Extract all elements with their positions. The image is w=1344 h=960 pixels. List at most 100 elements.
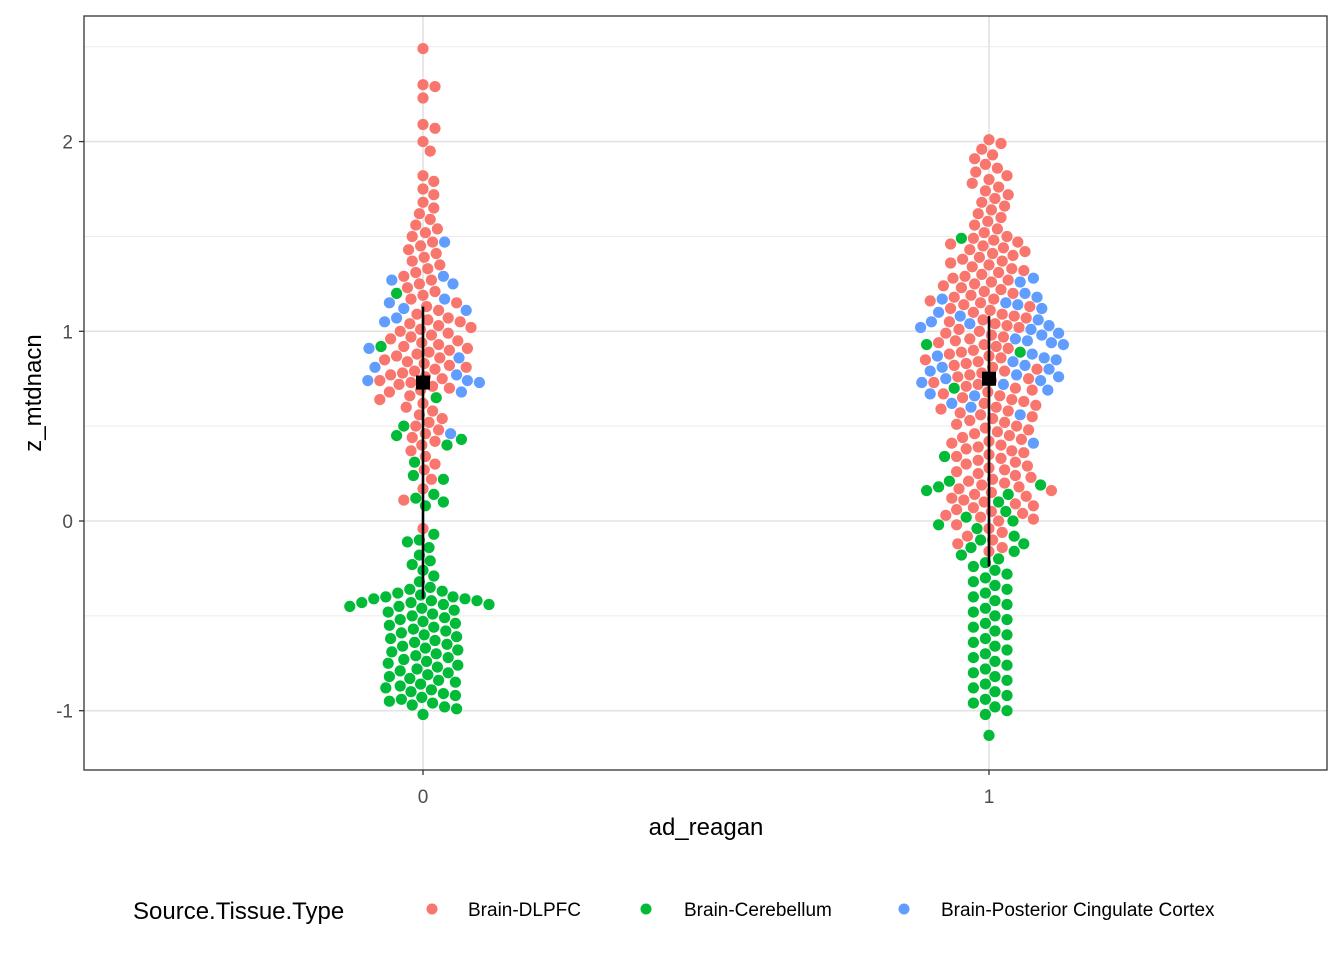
data-point-brain-dlpfc <box>985 505 998 518</box>
data-point-brain-dlpfc <box>428 202 440 214</box>
data-point-brain-dlpfc <box>995 452 1007 464</box>
data-point-brain-dlpfc <box>988 234 1000 246</box>
data-point-brain-cerebellum <box>1001 674 1013 686</box>
data-point-brain-dlpfc <box>410 266 422 279</box>
data-points <box>344 43 1069 742</box>
data-point-brain-dlpfc <box>442 312 454 324</box>
data-point-brain-posterior-cingulate-cortex <box>954 310 966 322</box>
data-point-brain-cerebellum <box>933 519 945 531</box>
data-point-brain-dlpfc <box>1018 447 1030 459</box>
data-point-brain-dlpfc <box>977 240 989 252</box>
data-point-brain-dlpfc <box>1002 189 1014 201</box>
data-point-brain-dlpfc <box>411 308 423 320</box>
legend-key-cerebellum <box>640 903 652 915</box>
data-point-brain-dlpfc <box>427 405 439 417</box>
data-point-brain-dlpfc <box>924 295 936 307</box>
data-point-brain-dlpfc <box>975 511 987 523</box>
data-point-brain-dlpfc <box>940 509 952 521</box>
data-point-brain-dlpfc <box>985 204 998 216</box>
data-point-brain-posterior-cingulate-cortex <box>1026 348 1038 360</box>
data-point-brain-cerebellum <box>989 579 1001 592</box>
data-point-brain-cerebellum <box>983 729 995 742</box>
data-point-brain-posterior-cingulate-cortex <box>1025 323 1037 335</box>
data-point-brain-dlpfc <box>996 542 1008 554</box>
data-point-brain-cerebellum <box>967 667 980 679</box>
data-point-brain-dlpfc <box>953 323 965 335</box>
data-point-brain-dlpfc <box>1002 274 1014 286</box>
data-point-brain-posterior-cingulate-cortex <box>1050 354 1062 366</box>
legend-key-pcc <box>898 903 910 915</box>
data-point-brain-cerebellum <box>1001 583 1013 595</box>
data-point-brain-dlpfc <box>398 340 410 353</box>
data-point-brain-dlpfc <box>1001 320 1013 332</box>
legend: Source.Tissue.Type Brain-DLPFC Brain-Cer… <box>133 898 1215 925</box>
data-point-brain-dlpfc <box>975 409 987 421</box>
data-point-brain-posterior-cingulate-cortex <box>362 375 374 387</box>
data-point-brain-dlpfc <box>415 323 427 335</box>
data-point-brain-cerebellum <box>921 339 933 351</box>
data-point-brain-dlpfc <box>964 333 976 345</box>
data-point-brain-dlpfc <box>417 183 429 195</box>
data-point-brain-dlpfc <box>919 354 932 366</box>
data-point-brain-posterior-cingulate-cortex <box>1011 369 1023 381</box>
data-point-brain-dlpfc <box>443 344 455 356</box>
data-point-brain-cerebellum <box>425 684 437 696</box>
data-point-brain-cerebellum <box>948 382 960 394</box>
data-point-brain-dlpfc <box>429 81 441 93</box>
data-point-brain-posterior-cingulate-cortex <box>916 376 928 389</box>
data-point-brain-dlpfc <box>976 479 988 491</box>
data-point-brain-dlpfc <box>417 79 429 91</box>
data-point-brain-cerebellum <box>989 671 1001 683</box>
data-point-brain-dlpfc <box>976 196 988 208</box>
data-point-brain-cerebellum <box>967 606 980 618</box>
data-point-brain-posterior-cingulate-cortex <box>461 375 473 387</box>
data-point-brain-cerebellum <box>989 701 1001 713</box>
data-point-brain-dlpfc <box>973 251 986 263</box>
data-point-brain-dlpfc <box>969 488 981 500</box>
data-point-brain-dlpfc <box>1007 249 1019 261</box>
data-point-brain-dlpfc <box>417 92 429 104</box>
data-point-brain-cerebellum <box>1007 515 1019 527</box>
data-point-brain-dlpfc <box>418 251 430 263</box>
data-point-brain-cerebellum <box>979 708 992 721</box>
data-point-brain-cerebellum <box>407 469 419 482</box>
data-point-brain-posterior-cingulate-cortex <box>1053 371 1065 383</box>
data-point-brain-cerebellum <box>427 697 439 709</box>
data-point-brain-dlpfc <box>960 458 972 470</box>
data-point-brain-cerebellum <box>386 646 398 658</box>
y-tick-label: 1 <box>62 322 73 343</box>
data-point-brain-cerebellum <box>422 669 434 681</box>
data-point-brain-dlpfc <box>989 192 1001 205</box>
data-point-brain-cerebellum <box>1018 538 1030 550</box>
data-point-brain-cerebellum <box>1008 530 1020 542</box>
data-point-brain-posterior-cingulate-cortex <box>439 293 451 305</box>
data-point-brain-dlpfc <box>946 437 958 449</box>
data-point-brain-dlpfc <box>999 416 1011 428</box>
data-point-brain-cerebellum <box>1001 689 1013 702</box>
data-point-brain-dlpfc <box>428 175 440 187</box>
data-point-brain-dlpfc <box>966 261 978 273</box>
data-point-brain-cerebellum <box>430 392 442 404</box>
data-point-brain-cerebellum <box>424 581 436 594</box>
data-point-brain-dlpfc <box>401 282 413 294</box>
data-point-brain-cerebellum <box>1002 488 1014 500</box>
data-point-brain-posterior-cingulate-cortex <box>946 397 958 409</box>
data-point-brain-cerebellum <box>447 591 459 603</box>
data-point-brain-dlpfc <box>955 346 968 358</box>
data-point-brain-posterior-cingulate-cortex <box>1043 320 1055 332</box>
data-point-brain-dlpfc <box>955 282 968 294</box>
data-point-brain-dlpfc <box>1002 405 1014 417</box>
data-point-brain-cerebellum <box>392 587 404 599</box>
data-point-brain-dlpfc <box>1024 301 1036 313</box>
data-point-brain-cerebellum <box>471 595 483 607</box>
data-point-brain-dlpfc <box>961 530 974 542</box>
data-point-brain-posterior-cingulate-cortex <box>455 386 467 398</box>
data-point-brain-dlpfc <box>993 266 1005 279</box>
data-point-brain-dlpfc <box>443 359 455 371</box>
data-point-brain-cerebellum <box>428 488 440 500</box>
data-point-brain-dlpfc <box>999 365 1011 377</box>
data-point-brain-cerebellum <box>943 475 956 487</box>
data-point-brain-posterior-cingulate-cortex <box>1019 287 1031 299</box>
data-point-brain-dlpfc <box>985 329 998 341</box>
data-point-brain-posterior-cingulate-cortex <box>1007 356 1019 368</box>
